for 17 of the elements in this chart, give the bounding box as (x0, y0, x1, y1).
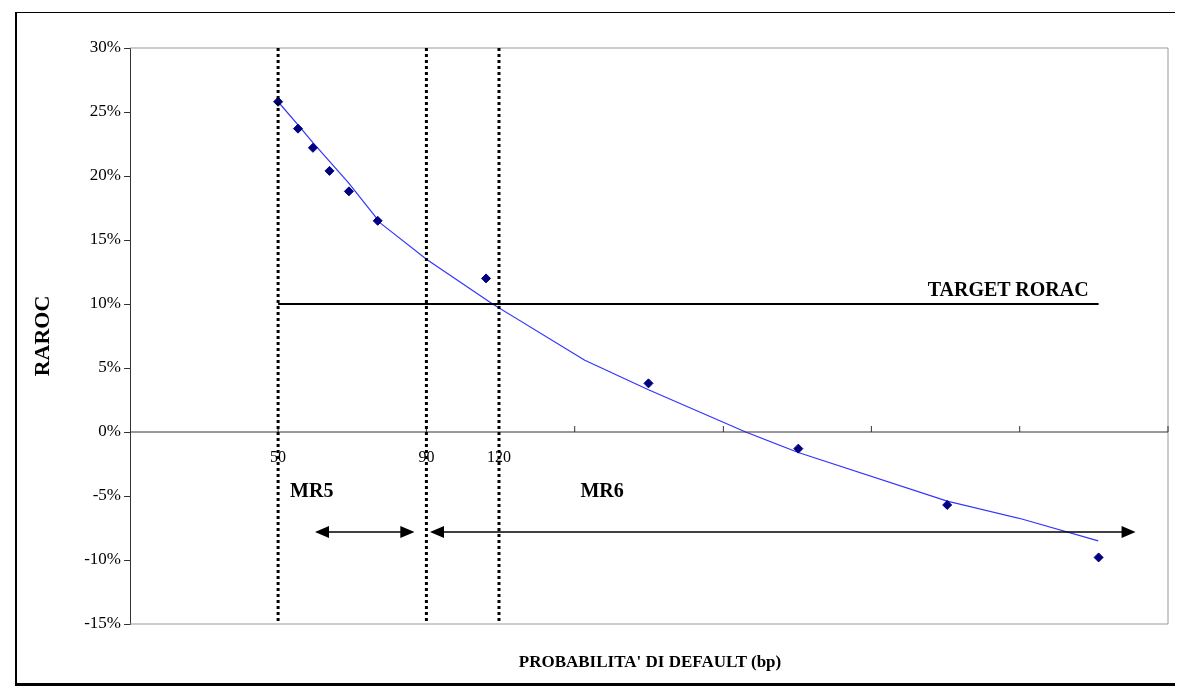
y-tick-label: 25% (89, 101, 121, 121)
annotation: MR6 (580, 479, 624, 502)
y-tick-label: -5% (92, 485, 121, 505)
y-tick-label: 20% (89, 165, 121, 185)
y-tick-label: -10% (84, 549, 121, 569)
ref-line-label: 50 (270, 448, 287, 465)
y-tick-label: 0% (98, 421, 121, 441)
x-axis-title: PROBABILITA' DI DEFAULT (bp) (518, 652, 782, 672)
ref-line-label: 90 (418, 448, 435, 465)
y-tick-label: -15% (84, 613, 121, 633)
y-tick-label: 15% (89, 229, 121, 249)
y-tick-label: 30% (89, 37, 121, 57)
y-tick-label: 10% (89, 293, 121, 313)
y-axis-title: RAROC (29, 295, 55, 377)
y-tick-label: 5% (98, 357, 121, 377)
ref-line-label: TARGET RORAC (927, 278, 1089, 300)
annotation: MR5 (290, 479, 334, 502)
